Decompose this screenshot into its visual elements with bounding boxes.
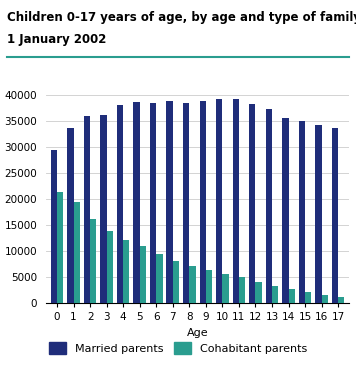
Bar xyxy=(249,104,256,303)
Bar xyxy=(321,295,328,303)
Bar xyxy=(100,115,107,303)
Bar xyxy=(117,105,123,303)
Bar xyxy=(67,128,74,303)
Bar xyxy=(107,231,113,303)
Legend: Married parents, Cohabitant parents: Married parents, Cohabitant parents xyxy=(43,337,313,360)
Bar xyxy=(332,128,338,303)
Bar xyxy=(305,292,312,303)
Text: 1 January 2002: 1 January 2002 xyxy=(7,33,106,46)
Bar xyxy=(272,286,278,303)
Bar xyxy=(338,297,344,303)
Bar xyxy=(90,219,96,303)
Bar xyxy=(183,103,189,303)
Bar xyxy=(299,121,305,303)
Bar xyxy=(173,261,179,303)
Bar xyxy=(256,282,262,303)
Bar xyxy=(282,118,288,303)
Bar xyxy=(189,266,195,303)
Bar xyxy=(200,101,206,303)
Bar xyxy=(232,99,239,303)
Bar xyxy=(51,150,57,303)
Bar xyxy=(222,274,229,303)
Bar xyxy=(57,192,63,303)
X-axis label: Age: Age xyxy=(187,327,208,338)
Bar xyxy=(150,103,156,303)
Bar xyxy=(123,240,130,303)
Text: Children 0-17 years of age, by age and type of family.: Children 0-17 years of age, by age and t… xyxy=(7,11,356,24)
Bar xyxy=(206,270,212,303)
Bar xyxy=(84,116,90,303)
Bar xyxy=(266,110,272,303)
Bar xyxy=(315,125,321,303)
Bar xyxy=(239,277,245,303)
Bar xyxy=(140,246,146,303)
Bar xyxy=(134,102,140,303)
Bar xyxy=(156,254,163,303)
Bar xyxy=(167,101,173,303)
Bar xyxy=(288,289,295,303)
Bar xyxy=(74,201,80,303)
Bar xyxy=(216,99,222,303)
